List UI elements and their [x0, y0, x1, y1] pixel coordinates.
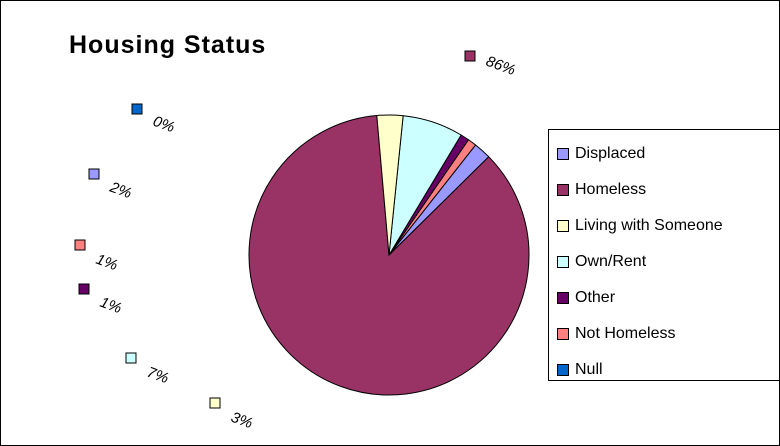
data-label-living-with-someone: 3% [229, 409, 255, 432]
pie-slice-homeless [248, 114, 530, 396]
legend-label: Other [575, 289, 616, 306]
legend-item-null: Null [557, 352, 779, 388]
legend-item-homeless: Homeless [557, 172, 779, 208]
data-label-marker-displaced [88, 168, 100, 180]
data-label-not-homeless: 1% [94, 251, 120, 274]
legend-label: Null [575, 361, 603, 378]
legend-label: Own/Rent [575, 253, 647, 270]
legend-label: Homeless [575, 181, 647, 198]
data-label-displaced: 2% [107, 178, 134, 202]
legend-item-living-with-someone: Living with Someone [557, 208, 779, 244]
legend-swatch [557, 328, 569, 340]
data-label-marker-homeless [464, 50, 476, 62]
legend-item-not-homeless: Not Homeless [557, 316, 779, 352]
legend-item-own-rent: Own/Rent [557, 244, 779, 280]
chart-title: Housing Status [69, 31, 267, 59]
data-label-marker-other [78, 283, 90, 295]
data-label-own-rent: 7% [145, 364, 171, 387]
legend-label: Living with Someone [575, 217, 723, 234]
legend-label: Displaced [575, 145, 646, 162]
legend-swatch [557, 220, 569, 232]
legend: Displaced Homeless Living with Someone Own/… [548, 129, 779, 381]
pie-slice-living-with-someone [376, 114, 404, 256]
legend-swatch [557, 148, 569, 160]
legend-swatch [557, 256, 569, 268]
legend-swatch [557, 364, 569, 376]
legend-swatch [557, 184, 569, 196]
data-label-null: 0% [151, 113, 177, 136]
data-label-marker-not-homeless [74, 239, 86, 251]
legend-label: Not Homeless [575, 325, 676, 342]
legend-swatch [557, 292, 569, 304]
data-label-marker-own-rent [125, 352, 137, 364]
data-label-homeless: 86% [484, 53, 518, 79]
data-label-marker-living-with-someone [209, 397, 221, 409]
legend-item-other: Other [557, 280, 779, 316]
legend-item-displaced: Displaced [557, 136, 779, 172]
data-label-other: 1% [98, 294, 124, 317]
data-label-marker-null [131, 103, 143, 115]
